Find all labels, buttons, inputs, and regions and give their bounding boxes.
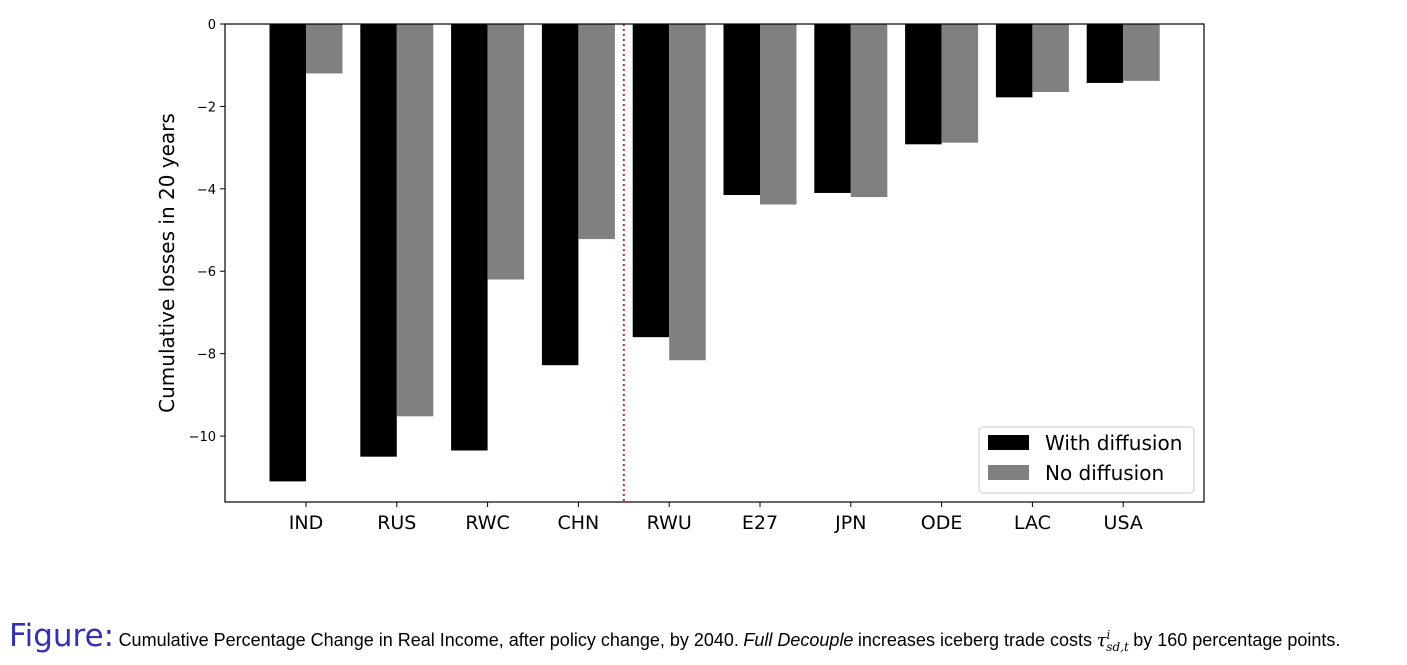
bar-ode-with-diffusion: [905, 24, 942, 145]
bar-rwu-with-diffusion: [632, 24, 670, 338]
bar-chn-with-diffusion: [541, 24, 579, 366]
bar-ode-no-diffusion: [941, 24, 979, 143]
bar-chn-no-diffusion: [578, 24, 615, 240]
y-tick-label: −6: [197, 265, 216, 280]
y-tick-label: −2: [197, 100, 216, 115]
bar-rwc-no-diffusion: [487, 24, 525, 280]
bar-lac-with-diffusion: [995, 24, 1033, 98]
caption-math-symbol: τisd,t: [1096, 628, 1129, 654]
bar-rus-with-diffusion: [360, 24, 397, 457]
x-tick-label-rwu: RWU: [647, 512, 692, 534]
caption-text-before: Cumulative Percentage Change in Real Inc…: [118, 630, 739, 650]
bars-layer: [269, 24, 1160, 482]
bar-lac-no-diffusion: [1032, 24, 1069, 92]
y-tick-label: −8: [197, 348, 216, 363]
x-tick-label-usa: USA: [1104, 512, 1143, 534]
caption-text-middle: increases iceberg trade costs: [857, 630, 1093, 650]
legend-swatch: [988, 435, 1029, 450]
bar-ind-no-diffusion: [306, 24, 343, 74]
figure-caption: Figure: Cumulative Percentage Change in …: [9, 618, 1340, 654]
x-tick-label-ode: ODE: [921, 512, 963, 534]
bar-rwc-with-diffusion: [451, 24, 488, 451]
x-tick-label-ind: IND: [289, 512, 323, 534]
legend-label: No diffusion: [1045, 461, 1164, 485]
x-tick-label-jpn: JPN: [834, 512, 866, 534]
bar-usa-with-diffusion: [1086, 24, 1124, 83]
legend-swatch: [988, 465, 1029, 480]
bar-jpn-no-diffusion: [850, 24, 888, 198]
caption-text-after: by 160 percentage points.: [1133, 630, 1341, 650]
caption-label: Figure:: [9, 618, 115, 654]
bar-rus-no-diffusion: [396, 24, 434, 417]
x-tick-label-rus: RUS: [377, 512, 416, 534]
caption-symbol: τ: [1096, 630, 1107, 651]
bar-e27-with-diffusion: [723, 24, 760, 196]
bar-jpn-with-diffusion: [814, 24, 851, 193]
y-tick-label: −4: [197, 183, 216, 198]
x-tick-label-lac: LAC: [1014, 512, 1051, 534]
caption-symbol-sup: i: [1106, 628, 1111, 642]
bar-e27-no-diffusion: [760, 24, 797, 205]
bar-usa-no-diffusion: [1123, 24, 1160, 81]
x-tick-label-chn: CHN: [558, 512, 600, 534]
legend: With diffusion No diffusion: [978, 426, 1195, 494]
caption-emphasis: Full Decouple: [743, 630, 854, 650]
legend-label: With diffusion: [1045, 431, 1182, 455]
x-tick-label-rwc: RWC: [465, 512, 510, 534]
bar-rwu-no-diffusion: [669, 24, 706, 361]
x-tick-label-e27: E27: [742, 512, 778, 534]
plot-frame: [224, 23, 1205, 503]
caption-symbol-sub: sd,t: [1106, 639, 1129, 654]
bar-ind-with-diffusion: [269, 24, 306, 482]
y-axis-title: Cumulative losses in 20 years: [155, 113, 179, 413]
chart: 0 −2 −4 −6 −8 −10 IND RUS RWC CHN RWU E27 JPN ODE LAC U…: [155, 18, 1205, 534]
y-tick-label: 0: [208, 18, 216, 33]
y-tick-label: −10: [189, 430, 216, 445]
legend-frame: [978, 426, 1195, 494]
axes-layer: 0 −2 −4 −6 −8 −10 IND RUS RWC CHN RWU E27 JPN ODE LAC U…: [189, 18, 1205, 534]
